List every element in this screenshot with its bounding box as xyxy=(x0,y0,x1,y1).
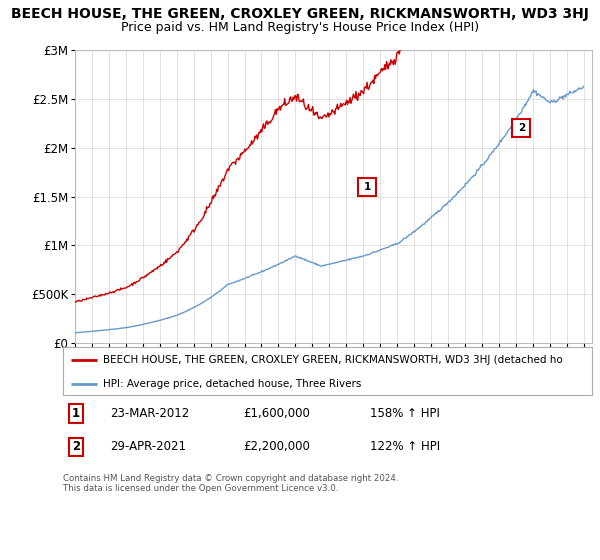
Text: 29-APR-2021: 29-APR-2021 xyxy=(110,441,187,454)
Text: 158% ↑ HPI: 158% ↑ HPI xyxy=(370,407,440,421)
Text: 122% ↑ HPI: 122% ↑ HPI xyxy=(370,441,440,454)
Text: BEECH HOUSE, THE GREEN, CROXLEY GREEN, RICKMANSWORTH, WD3 3HJ: BEECH HOUSE, THE GREEN, CROXLEY GREEN, R… xyxy=(11,7,589,21)
Text: £2,200,000: £2,200,000 xyxy=(243,441,310,454)
Text: 2: 2 xyxy=(72,441,80,454)
Text: Price paid vs. HM Land Registry's House Price Index (HPI): Price paid vs. HM Land Registry's House … xyxy=(121,21,479,34)
Text: 1: 1 xyxy=(364,182,371,192)
FancyBboxPatch shape xyxy=(63,347,592,395)
Text: 23-MAR-2012: 23-MAR-2012 xyxy=(110,407,190,421)
Text: 2: 2 xyxy=(518,123,525,133)
Text: HPI: Average price, detached house, Three Rivers: HPI: Average price, detached house, Thre… xyxy=(103,380,361,389)
Text: BEECH HOUSE, THE GREEN, CROXLEY GREEN, RICKMANSWORTH, WD3 3HJ (detached ho: BEECH HOUSE, THE GREEN, CROXLEY GREEN, R… xyxy=(103,356,562,366)
Text: 1: 1 xyxy=(72,407,80,421)
Text: Contains HM Land Registry data © Crown copyright and database right 2024.
This d: Contains HM Land Registry data © Crown c… xyxy=(63,474,398,493)
Text: £1,600,000: £1,600,000 xyxy=(243,407,310,421)
